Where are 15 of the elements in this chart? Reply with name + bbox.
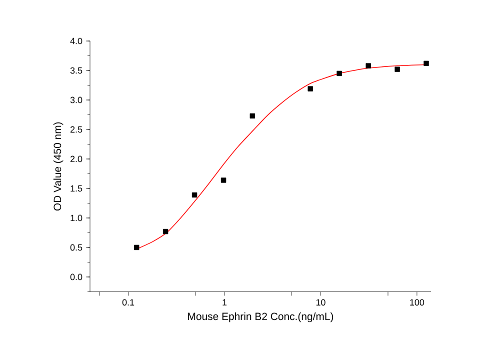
x-tick-label: 100 bbox=[410, 299, 424, 306]
y-tick-label: 3.5 bbox=[70, 67, 82, 74]
x-axis-title: Mouse Ephrin B2 Conc.(ng/mL) bbox=[188, 312, 334, 322]
y-tick-label: 4.0 bbox=[70, 38, 82, 44]
y-tick-label: 2.0 bbox=[70, 156, 82, 162]
y-tick-label: 1.0 bbox=[70, 214, 82, 222]
y-tick-label: 3.0 bbox=[70, 96, 82, 104]
x-tick-label: 0.1 bbox=[122, 299, 134, 306]
y-tick-label: 2.5 bbox=[70, 126, 82, 133]
y-tick-label: 0.0 bbox=[70, 274, 82, 280]
x-tick-label: 10 bbox=[316, 299, 326, 306]
y-tick-label: 0.5 bbox=[70, 244, 82, 251]
y-tick-label: 1.5 bbox=[70, 185, 82, 192]
x-tick-label: 1 bbox=[222, 299, 227, 306]
y-axis-title: OD Value (450 nm) bbox=[53, 122, 64, 211]
